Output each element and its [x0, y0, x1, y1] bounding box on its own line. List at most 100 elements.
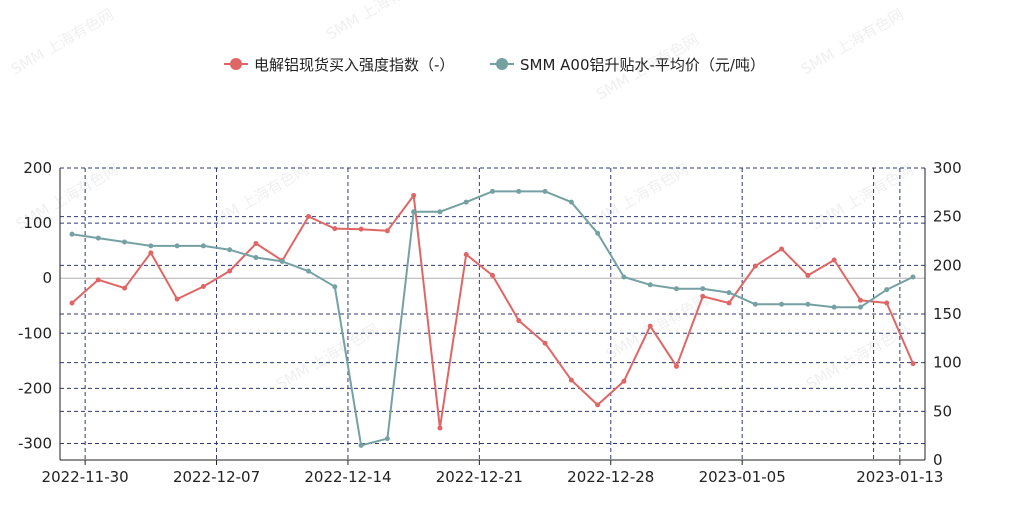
data-point-series-1	[122, 285, 128, 291]
data-point-series-1	[200, 283, 206, 289]
data-point-series-2	[332, 284, 338, 290]
data-point-series-1	[673, 363, 679, 369]
legend-marker-2	[496, 58, 508, 70]
watermark: SMM 上海有色网	[603, 290, 712, 363]
data-point-series-2	[227, 247, 233, 253]
data-point-series-1	[253, 240, 259, 246]
data-point-series-1	[463, 251, 469, 257]
data-point-series-1	[306, 213, 312, 219]
watermark: SMM 上海有色网	[583, 160, 692, 233]
watermarks: SMM 上海有色网 SMM 上海有色网 SMM 上海有色网 SMM 上海有色网 SMM …	[8, 0, 917, 393]
x-tick-label: 2023-01-13	[856, 468, 943, 486]
data-point-series-1	[437, 425, 443, 431]
x-tick-label: 2022-12-07	[173, 468, 260, 486]
watermark: SMM 上海有色网	[273, 320, 382, 393]
data-point-series-1	[831, 257, 837, 263]
data-point-series-2	[700, 286, 706, 292]
data-point-series-2	[122, 239, 128, 245]
legend[interactable]: 电解铝现货买入强度指数（-） SMM A00铝升贴水-平均价（元/吨）	[224, 56, 765, 74]
data-point-series-1	[752, 263, 758, 269]
data-point-series-1	[174, 296, 180, 302]
data-point-series-2	[463, 199, 469, 205]
series-layer	[69, 188, 916, 448]
watermark: SMM 上海有色网	[323, 0, 432, 43]
watermark: SMM 上海有色网	[8, 5, 117, 78]
data-point-series-2	[910, 274, 916, 280]
data-point-series-2	[253, 255, 259, 261]
data-point-series-2	[673, 286, 679, 292]
y-right-tick-label: 0	[933, 451, 943, 469]
data-point-series-1	[332, 226, 338, 232]
y-right-tick-label: 250	[933, 208, 962, 226]
legend-label-1: 电解铝现货买入强度指数（-）	[254, 56, 454, 74]
y-left-tick-label: 200	[23, 159, 52, 177]
x-tick-label: 2022-12-21	[436, 468, 523, 486]
y-left-tick-label: 100	[23, 214, 52, 232]
data-point-series-1	[516, 318, 522, 324]
data-point-series-2	[647, 282, 653, 288]
data-point-series-2	[95, 235, 101, 241]
data-point-series-1	[910, 361, 916, 367]
data-point-series-2	[516, 188, 522, 194]
data-point-series-2	[148, 243, 154, 249]
data-point-series-2	[568, 199, 574, 205]
x-tick-label: 2022-11-30	[42, 468, 129, 486]
data-point-series-1	[568, 377, 574, 383]
data-point-series-1	[411, 193, 417, 199]
y-right-tick-label: 100	[933, 354, 962, 372]
data-point-series-1	[148, 250, 154, 256]
data-point-series-1	[857, 297, 863, 303]
watermark: SMM 上海有色网	[808, 160, 917, 233]
data-point-series-2	[752, 301, 758, 307]
legend-item-2[interactable]: SMM A00铝升贴水-平均价（元/吨）	[490, 56, 765, 74]
data-point-series-1	[884, 300, 890, 306]
data-point-series-1	[69, 300, 75, 306]
data-point-series-2	[542, 188, 548, 194]
data-point-series-1	[542, 340, 548, 346]
y-right-tick-label: 150	[933, 305, 962, 323]
y-left-tick-label: 0	[42, 269, 52, 287]
y-left-tick-label: -100	[18, 324, 52, 342]
data-point-series-2	[411, 209, 417, 215]
data-point-series-2	[69, 231, 75, 237]
data-point-series-2	[805, 301, 811, 307]
data-point-series-2	[490, 188, 495, 194]
data-point-series-2	[595, 230, 601, 236]
data-point-series-1	[227, 268, 233, 274]
y-left-tick-label: -200	[18, 379, 52, 397]
y-right-tick-label: 300	[933, 159, 962, 177]
data-point-series-1	[700, 293, 706, 299]
data-point-series-2	[200, 243, 206, 249]
data-point-series-2	[621, 274, 627, 280]
data-point-series-1	[358, 226, 364, 232]
y-left-tick-label: -300	[18, 434, 52, 452]
series-line-1	[71, 194, 914, 429]
axes: 2001000-100-200-300300250200150100500202…	[18, 159, 962, 486]
data-point-series-1	[490, 272, 495, 278]
data-point-series-1	[805, 272, 811, 278]
data-point-series-2	[779, 301, 785, 307]
y-right-tick-label: 200	[933, 256, 962, 274]
data-point-series-1	[726, 300, 732, 306]
x-tick-label: 2023-01-05	[699, 468, 786, 486]
data-point-series-2	[831, 304, 837, 310]
data-point-series-2	[437, 209, 443, 215]
data-point-series-1	[779, 246, 785, 252]
data-point-series-1	[621, 378, 627, 384]
data-point-series-2	[384, 436, 390, 442]
x-tick-label: 2022-12-28	[567, 468, 654, 486]
data-point-series-1	[595, 402, 601, 408]
legend-label-2: SMM A00铝升贴水-平均价（元/吨）	[520, 56, 765, 74]
watermark: SMM 上海有色网	[803, 320, 912, 393]
data-point-series-2	[726, 290, 732, 296]
data-point-series-2	[306, 268, 312, 274]
data-point-series-1	[95, 277, 101, 283]
data-point-series-2	[174, 243, 180, 249]
data-point-series-1	[647, 323, 653, 329]
legend-item-1[interactable]: 电解铝现货买入强度指数（-）	[224, 56, 454, 74]
watermark: SMM 上海有色网	[798, 5, 907, 78]
data-point-series-2	[857, 304, 863, 310]
grid	[60, 167, 925, 461]
y-right-tick-label: 50	[933, 402, 952, 420]
